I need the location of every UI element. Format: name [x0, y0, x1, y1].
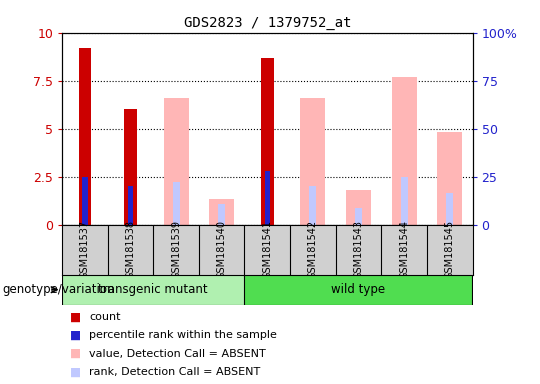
Text: GSM181545: GSM181545: [445, 220, 455, 279]
Text: percentile rank within the sample: percentile rank within the sample: [89, 330, 277, 340]
Text: GSM181537: GSM181537: [80, 220, 90, 279]
Text: value, Detection Call = ABSENT: value, Detection Call = ABSENT: [89, 349, 266, 359]
Bar: [437, 132, 462, 225]
Bar: [62, 275, 245, 305]
Text: wild type: wild type: [332, 283, 386, 296]
Bar: [309, 186, 316, 225]
Text: count: count: [89, 312, 120, 322]
Text: GSM181540: GSM181540: [217, 220, 227, 279]
Bar: [128, 186, 133, 225]
Text: ■: ■: [70, 347, 82, 360]
Text: GSM181544: GSM181544: [399, 220, 409, 279]
Text: GSM181543: GSM181543: [354, 220, 363, 279]
Bar: [173, 182, 179, 225]
Text: GSM181538: GSM181538: [125, 220, 136, 279]
Bar: [124, 109, 137, 225]
Bar: [392, 77, 417, 225]
Text: genotype/variation: genotype/variation: [3, 283, 115, 296]
Text: ■: ■: [70, 310, 82, 323]
Bar: [209, 199, 234, 225]
Text: ■: ■: [70, 366, 82, 379]
Title: GDS2823 / 1379752_at: GDS2823 / 1379752_at: [184, 16, 351, 30]
Bar: [245, 275, 472, 305]
Bar: [355, 209, 362, 225]
Text: rank, Detection Call = ABSENT: rank, Detection Call = ABSENT: [89, 367, 260, 377]
Bar: [446, 193, 453, 225]
Bar: [164, 98, 188, 225]
Bar: [218, 205, 225, 225]
Bar: [261, 58, 274, 225]
Bar: [82, 177, 87, 225]
Text: ■: ■: [70, 329, 82, 342]
Text: GSM181539: GSM181539: [171, 220, 181, 279]
Bar: [265, 171, 270, 225]
Bar: [78, 48, 91, 225]
Bar: [300, 98, 326, 225]
Bar: [346, 190, 371, 225]
Text: GSM181541: GSM181541: [262, 220, 272, 279]
Bar: [401, 177, 408, 225]
Text: transgenic mutant: transgenic mutant: [98, 283, 208, 296]
Text: GSM181542: GSM181542: [308, 220, 318, 279]
